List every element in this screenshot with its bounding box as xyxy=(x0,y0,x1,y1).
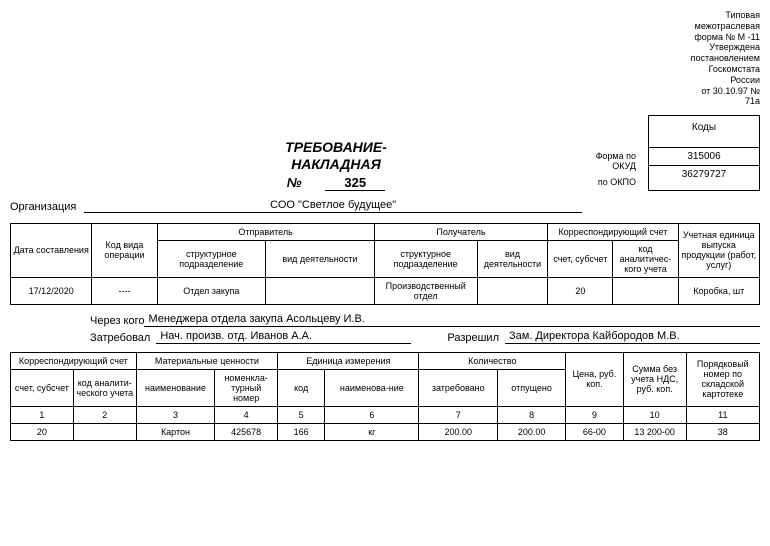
cell-date: 17/12/2020 xyxy=(11,277,92,304)
th-sender: Отправитель xyxy=(157,223,374,240)
cell-unit-name: кг xyxy=(325,423,419,440)
okpo-value: 36279727 xyxy=(649,165,759,183)
th-receiver-dep: структурное подразделение xyxy=(374,240,477,277)
header-table: Дата составления Код вида операции Отпра… xyxy=(10,223,760,305)
meta-line: Утверждена xyxy=(10,42,760,53)
th-receiver: Получатель xyxy=(374,223,548,240)
org-label: Организация xyxy=(10,201,76,213)
th2-mat-num: номенкла-турный номер xyxy=(215,369,278,406)
th-opcode: Код вида операции xyxy=(92,223,157,277)
th-corr: Корреспондирующий счет xyxy=(548,223,678,240)
colnum: 2 xyxy=(73,406,136,423)
th-corr-code: код аналитичес-кого учета xyxy=(613,240,678,277)
meta-line: межотраслевая xyxy=(10,21,760,32)
th2-card: Порядковый номер по складской картотеке xyxy=(686,352,759,406)
meta-line: форма № М -11 xyxy=(10,32,760,43)
meta-line: 71а xyxy=(10,96,760,107)
cell-sender-act xyxy=(266,277,375,304)
th-sender-act: вид деятельности xyxy=(266,240,375,277)
requested-value: Нач. произв. отд. Иванов А.А. xyxy=(156,330,411,344)
cell-price: 66-00 xyxy=(566,423,624,440)
cell-receiver-act xyxy=(477,277,548,304)
requested-label: Затребовал xyxy=(90,332,150,344)
table-row: 17/12/2020 ---- Отдел закупа Производств… xyxy=(11,277,760,304)
through-value: Менеджера отдела закупа Асольцеву И.В. xyxy=(144,313,760,327)
th2-acc-code: код аналити-ческого учета xyxy=(73,369,136,406)
th2-unit: Единица измерения xyxy=(278,352,419,369)
th2-mat: Материальные ценности xyxy=(136,352,277,369)
colnum: 8 xyxy=(498,406,566,423)
org-value: СОО "Светлое будущее" xyxy=(84,199,582,213)
th2-price: Цена, руб. коп. xyxy=(566,352,624,406)
colnum: 3 xyxy=(136,406,215,423)
colnum: 5 xyxy=(278,406,325,423)
doc-num-label: № xyxy=(287,175,302,190)
th2-qty: Количество xyxy=(419,352,566,369)
th2-acc: счет, субсчет xyxy=(11,369,74,406)
allowed-label: Разрешил xyxy=(447,332,499,344)
signatures-block: Через кого Менеджера отдела закупа Асоль… xyxy=(90,313,760,344)
cell-qty-req: 200.00 xyxy=(419,423,498,440)
th-date: Дата составления xyxy=(11,223,92,277)
colnum: 1 xyxy=(11,406,74,423)
cell-sender-dep: Отдел закупа xyxy=(157,277,266,304)
meta-line: Госкомстата xyxy=(10,64,760,75)
cell-unit: Коробка, шт xyxy=(678,277,759,304)
th2-qty-rel: отпущено xyxy=(498,369,566,406)
colnum: 11 xyxy=(686,406,759,423)
okud-value: 315006 xyxy=(649,147,759,165)
cell-card: 38 xyxy=(686,423,759,440)
cell-sum: 13 200-00 xyxy=(623,423,686,440)
codes-block: Форма по ОКУД по ОКПО Коды 315006 362797… xyxy=(582,115,760,191)
codes-header: Коды xyxy=(649,116,759,147)
title-line1: ТРЕБОВАНИЕ- xyxy=(90,139,582,156)
cell-acc: 20 xyxy=(11,423,74,440)
through-label: Через кого xyxy=(90,315,144,327)
cell-acc-code xyxy=(73,423,136,440)
cell-corr-code xyxy=(613,277,678,304)
th-unit: Учетная единица выпуска продукции (работ… xyxy=(678,223,759,277)
th2-unit-name: наименова-ние xyxy=(325,369,419,406)
th2-corr: Корреспондирующий счет xyxy=(11,352,137,369)
meta-line: от 30.10.97 № xyxy=(10,86,760,97)
cell-mat-num: 425678 xyxy=(215,423,278,440)
document-title: ТРЕБОВАНИЕ- НАКЛАДНАЯ № 325 xyxy=(90,139,582,191)
okud-label: Форма по ОКУД xyxy=(582,149,640,175)
colnum: 6 xyxy=(325,406,419,423)
form-meta: Типовая межотраслевая форма № М -11 Утве… xyxy=(10,10,760,107)
th-corr-acc: счет, субсчет xyxy=(548,240,613,277)
meta-line: России xyxy=(10,75,760,86)
organization-row: Организация СОО "Светлое будущее" xyxy=(10,199,760,213)
cell-corr-acc: 20 xyxy=(548,277,613,304)
th2-sum: Сумма без учета НДС, руб. коп. xyxy=(623,352,686,406)
okpo-label: по ОКПО xyxy=(582,175,640,191)
cell-unit-code: 166 xyxy=(278,423,325,440)
doc-number: 325 xyxy=(325,175,385,191)
title-line2: НАКЛАДНАЯ xyxy=(291,156,381,172)
colnum: 9 xyxy=(566,406,624,423)
table-row: 20 Картон 425678 166 кг 200.00 200.00 66… xyxy=(11,423,760,440)
meta-line: Типовая xyxy=(10,10,760,21)
cell-opcode: ---- xyxy=(92,277,157,304)
colnum: 4 xyxy=(215,406,278,423)
allowed-value: Зам. Директора Кайбородов М.В. xyxy=(505,330,760,344)
meta-line: постановлением xyxy=(10,53,760,64)
colnum: 7 xyxy=(419,406,498,423)
colnum: 10 xyxy=(623,406,686,423)
th2-unit-code: код xyxy=(278,369,325,406)
cell-receiver-dep: Производственный отдел xyxy=(374,277,477,304)
th2-qty-req: затребовано xyxy=(419,369,498,406)
table-row: 1 2 3 4 5 6 7 8 9 10 11 xyxy=(11,406,760,423)
cell-mat-name: Картон xyxy=(136,423,215,440)
th-sender-dep: структурное подразделение xyxy=(157,240,266,277)
cell-qty-rel: 200.00 xyxy=(498,423,566,440)
th-receiver-act: вид деятельности xyxy=(477,240,548,277)
items-table: Корреспондирующий счет Материальные ценн… xyxy=(10,352,760,441)
th2-mat-name: наименование xyxy=(136,369,215,406)
